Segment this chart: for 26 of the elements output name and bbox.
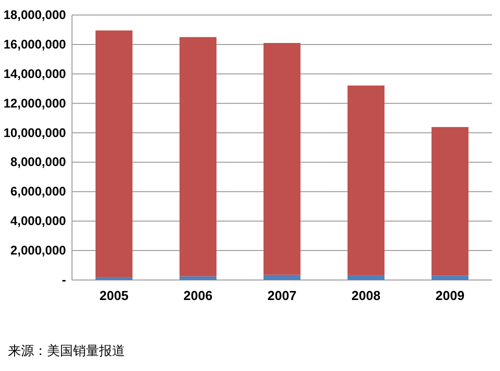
bar bbox=[96, 277, 132, 280]
x-tick-label: 2006 bbox=[184, 288, 212, 303]
y-tick-label: 12,000,000 bbox=[3, 96, 66, 110]
x-tick-label: 2009 bbox=[436, 288, 464, 303]
y-tick-label: 6,000,000 bbox=[10, 184, 66, 199]
bar bbox=[264, 274, 300, 280]
bar bbox=[348, 275, 384, 280]
bar bbox=[432, 276, 468, 280]
x-tick-label: 2008 bbox=[352, 288, 380, 303]
bar bbox=[180, 276, 216, 280]
y-tick-label: 2,000,000 bbox=[10, 244, 66, 258]
x-tick-label: 2007 bbox=[268, 288, 296, 303]
y-tick-label: 10,000,000 bbox=[3, 126, 66, 140]
bar bbox=[96, 30, 132, 278]
bar bbox=[180, 37, 216, 276]
y-tick-label: 16,000,000 bbox=[3, 37, 66, 52]
bar bbox=[264, 42, 300, 275]
y-tick-label: 8,000,000 bbox=[10, 155, 66, 170]
bar bbox=[348, 86, 384, 276]
source-note: 来源：美国销量报道 bbox=[8, 343, 125, 358]
bar bbox=[432, 127, 468, 276]
x-tick-label: 2005 bbox=[100, 288, 128, 303]
y-tick-label: 14,000,000 bbox=[3, 66, 66, 81]
y-tick-label: 18,000,000 bbox=[3, 8, 66, 22]
y-tick-label: - bbox=[62, 273, 66, 287]
y-tick-label: 4,000,000 bbox=[10, 214, 66, 228]
